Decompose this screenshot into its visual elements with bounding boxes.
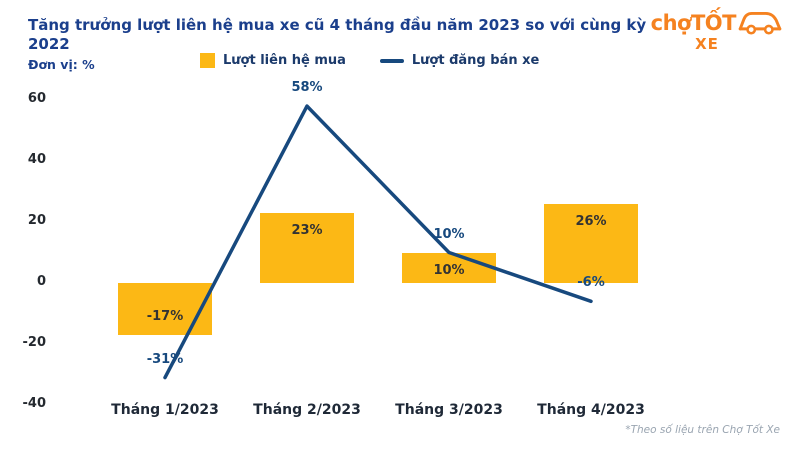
y-axis-tick: -20 [22, 335, 47, 350]
bar-value-label: 26% [575, 213, 607, 229]
x-axis-label: Tháng 2/2023 [253, 402, 361, 418]
page-title: Tăng trưởng lượt liên hệ mua xe cũ 4 thá… [28, 16, 647, 53]
chart-legend: Lượt liên hệ mua Lượt đăng bán xe [200, 53, 539, 68]
y-axis-tick: 60 [27, 91, 46, 106]
bar-value-label: 23% [291, 222, 323, 238]
legend-item-line: Lượt đăng bán xe [379, 53, 540, 68]
y-axis-tick: 20 [27, 213, 46, 228]
legend-item-bar: Lượt liên hệ mua [200, 53, 346, 68]
car-icon [738, 11, 782, 35]
line-value-label: -6% [577, 275, 605, 291]
legend-line-label: Lượt đăng bán xe [411, 53, 540, 68]
line-swatch-icon [379, 58, 404, 63]
logo-text-tot: TỐT [690, 11, 737, 35]
unit-label: Đơn vị: % [28, 57, 95, 72]
line-value-label: 58% [291, 80, 323, 96]
x-axis-label: Tháng 3/2023 [395, 402, 503, 418]
bar-value-label: 10% [433, 262, 465, 278]
logo-text-cho: chợ [650, 11, 692, 35]
line-value-label: -31% [146, 351, 184, 367]
chotot-xe-logo: chợTỐT XE [642, 8, 782, 53]
footnote: *Theo số liệu trên Chợ Tốt Xe [625, 424, 780, 436]
y-axis-tick: 40 [27, 152, 46, 167]
line-value-label: 10% [433, 226, 465, 242]
x-axis-label: Tháng 1/2023 [111, 402, 219, 418]
logo-text-xe: XE [695, 35, 719, 53]
line-path [163, 104, 593, 380]
y-axis-tick: 0 [36, 274, 46, 289]
bar-value-label: -17% [146, 308, 184, 324]
logo-row: chợTỐT [642, 8, 782, 38]
y-axis-tick: -40 [22, 396, 47, 411]
bar-swatch-icon [200, 53, 215, 68]
legend-bar-label: Lượt liên hệ mua [223, 53, 346, 68]
logo-text: chợTỐT [650, 11, 737, 35]
x-axis-label: Tháng 4/2023 [537, 402, 645, 418]
